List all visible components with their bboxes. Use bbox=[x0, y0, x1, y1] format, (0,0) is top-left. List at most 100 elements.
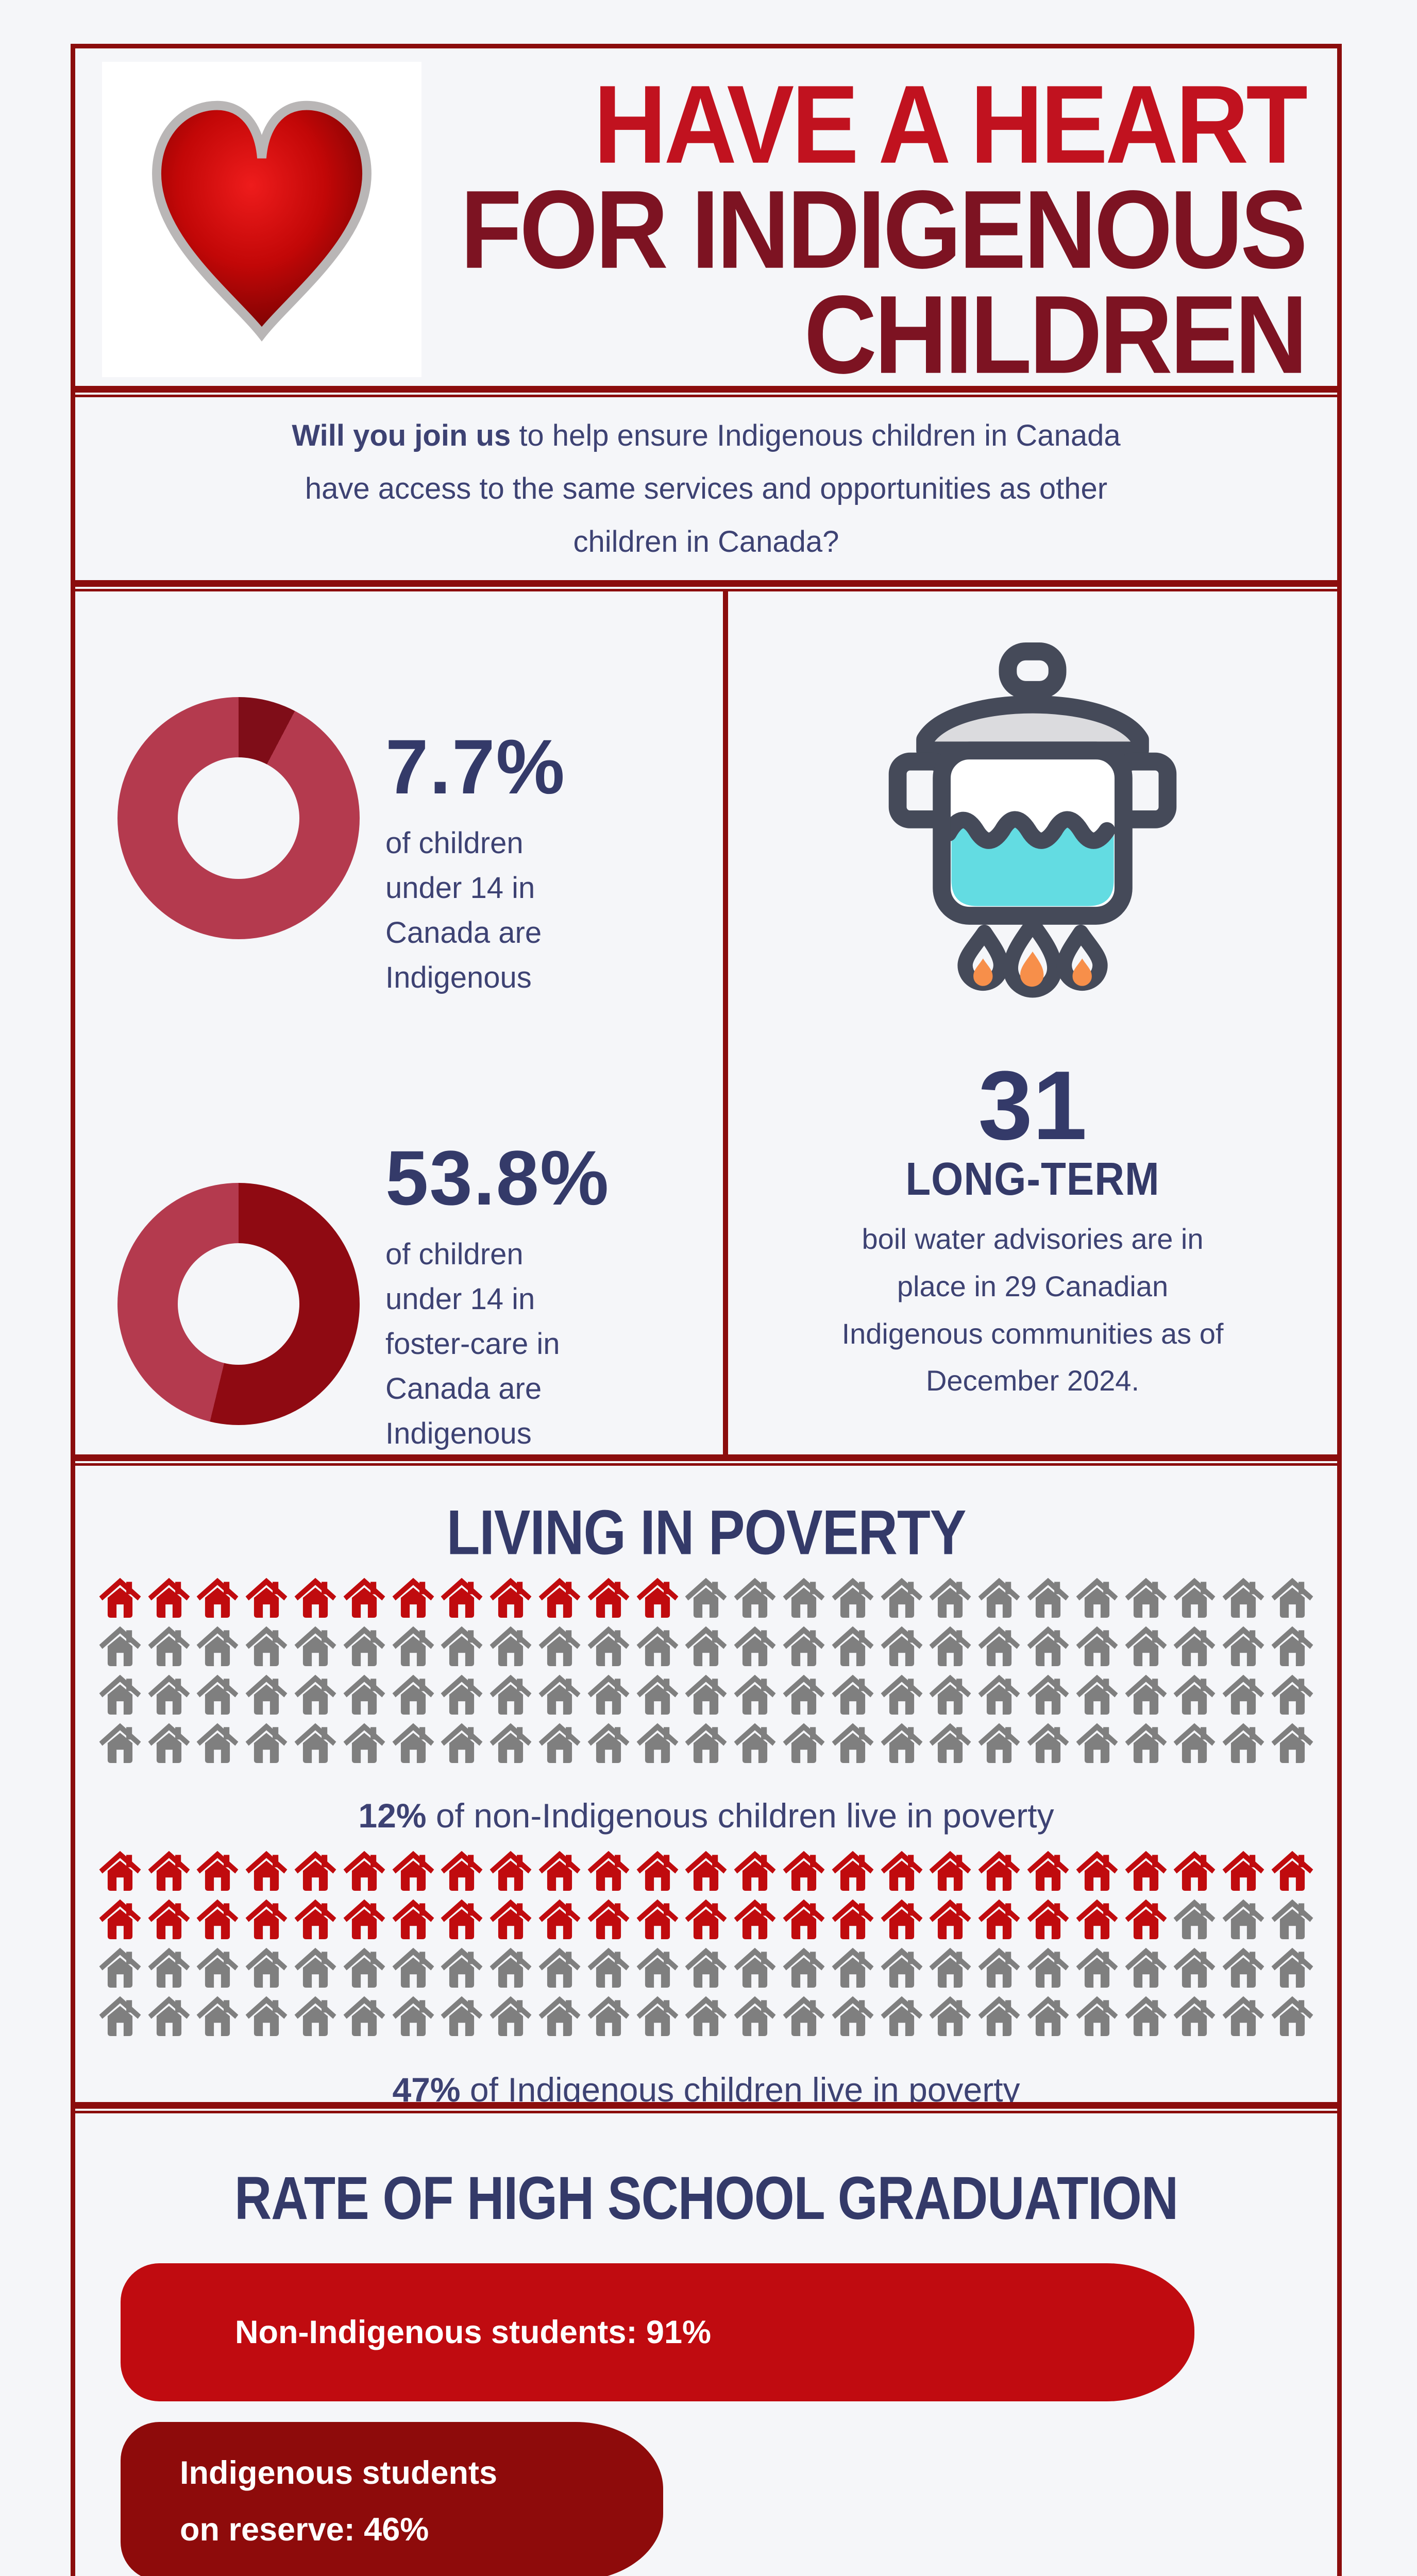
house-icon bbox=[245, 1674, 288, 1715]
house-icon bbox=[99, 1674, 141, 1715]
house-icon bbox=[99, 1626, 141, 1666]
house-icon bbox=[930, 1996, 971, 2036]
house-icon bbox=[441, 1626, 483, 1666]
house-icon bbox=[538, 1626, 581, 1666]
house-icon bbox=[538, 1899, 581, 1939]
house-icon bbox=[783, 1578, 825, 1618]
house-icon bbox=[538, 1947, 581, 1988]
house-icon bbox=[881, 1626, 923, 1666]
stat-label: of children under 14 in foster-care in C… bbox=[385, 1238, 560, 1450]
house-icon bbox=[343, 1626, 385, 1666]
house-icon bbox=[1174, 1578, 1216, 1618]
title-line-1: HAVE A HEART bbox=[593, 62, 1308, 187]
house-icon bbox=[197, 1723, 239, 1763]
house-icon bbox=[1125, 1947, 1167, 1988]
donut-1-text: 7.7% of children under 14 in Canada are … bbox=[385, 697, 607, 1000]
house-icon bbox=[832, 1626, 874, 1666]
house-icon bbox=[490, 1578, 532, 1618]
house-icon bbox=[1125, 1626, 1167, 1666]
house-icon bbox=[245, 1996, 288, 2036]
house-icon bbox=[1076, 1578, 1118, 1618]
heart-image-box bbox=[102, 62, 421, 377]
house-icon bbox=[1222, 1674, 1264, 1715]
house-icon bbox=[1271, 1899, 1313, 1939]
house-icon bbox=[392, 1851, 434, 1891]
house-icon bbox=[734, 1626, 776, 1666]
bar-label-line-1: Indigenous students bbox=[180, 2454, 498, 2491]
graduation-title: RATE OF HIGH SCHOOL GRADUATION bbox=[234, 2164, 1178, 2232]
house-icon bbox=[490, 1947, 532, 1988]
house-icon bbox=[1027, 1578, 1069, 1618]
house-icon bbox=[1174, 1723, 1216, 1763]
house-icon bbox=[197, 1996, 239, 2036]
house-icon bbox=[490, 1851, 532, 1891]
house-icon bbox=[1076, 1996, 1118, 2036]
house-icon bbox=[1174, 1947, 1216, 1988]
house-icon bbox=[99, 1899, 141, 1939]
boiling-pot-icon bbox=[728, 640, 1337, 1042]
house-icon bbox=[685, 1947, 727, 1988]
boil-advisories-text: boil water advisories are in place in 29… bbox=[841, 1223, 1224, 1397]
house-icon bbox=[978, 1899, 1020, 1939]
house-icon bbox=[930, 1626, 971, 1666]
section-divider bbox=[75, 386, 1337, 397]
poverty-caption-1: 12% of non-Indigenous children live in p… bbox=[75, 1796, 1337, 1835]
house-icon bbox=[1125, 1996, 1167, 2036]
house-icon bbox=[783, 1674, 825, 1715]
house-icon bbox=[148, 1899, 190, 1939]
house-icon bbox=[343, 1674, 385, 1715]
intro-section: Will you join us to help ensure Indigeno… bbox=[75, 397, 1337, 580]
poverty-title: LIVING IN POVERTY bbox=[446, 1497, 967, 1568]
house-icon bbox=[734, 1851, 776, 1891]
house-icon bbox=[881, 1723, 923, 1763]
house-icon bbox=[1222, 1996, 1264, 2036]
house-icon bbox=[392, 1947, 434, 1988]
house-icon bbox=[245, 1899, 288, 1939]
house-icon bbox=[881, 1947, 923, 1988]
poverty-section: LIVING IN POVERTY bbox=[75, 1466, 1337, 2109]
house-icon bbox=[343, 1578, 385, 1618]
house-icon bbox=[294, 1899, 336, 1939]
house-icon bbox=[343, 1996, 385, 2036]
house-icon bbox=[538, 1578, 581, 1618]
house-icon bbox=[783, 1947, 825, 1988]
house-icon bbox=[294, 1626, 336, 1666]
house-icon bbox=[1125, 1723, 1167, 1763]
house-icon bbox=[99, 1578, 141, 1618]
house-icon bbox=[441, 1899, 483, 1939]
house-icon bbox=[636, 1947, 679, 1988]
bar-label-line-2: on reserve: 46% bbox=[180, 2512, 429, 2548]
house-icon bbox=[1271, 1947, 1313, 1988]
house-icon bbox=[294, 1674, 336, 1715]
bar-non-indigenous-students: Non-Indigenous students: 91% bbox=[121, 2263, 1194, 2401]
house-icon bbox=[148, 1578, 190, 1618]
house-icon bbox=[978, 1723, 1020, 1763]
house-icon bbox=[343, 1851, 385, 1891]
house-icon bbox=[392, 1996, 434, 2036]
house-icon bbox=[1125, 1851, 1167, 1891]
house-icon bbox=[343, 1947, 385, 1988]
house-icon bbox=[636, 1899, 679, 1939]
house-icon bbox=[881, 1674, 923, 1715]
house-icon bbox=[685, 1899, 727, 1939]
house-icon bbox=[1027, 1851, 1069, 1891]
house-icon bbox=[1125, 1899, 1167, 1939]
house-icon bbox=[392, 1626, 434, 1666]
house-icon bbox=[1271, 1996, 1313, 2036]
poverty-caption-1-value: 12% bbox=[358, 1797, 427, 1835]
house-icon bbox=[636, 1674, 679, 1715]
stat-value: 53.8% bbox=[385, 1134, 610, 1221]
bar-label: Non-Indigenous students: 91% bbox=[235, 2314, 712, 2350]
house-icon bbox=[978, 1996, 1020, 2036]
house-icon bbox=[734, 1723, 776, 1763]
donut-chart-indigenous-children bbox=[117, 697, 360, 939]
house-icon bbox=[832, 1851, 874, 1891]
house-icon bbox=[1125, 1578, 1167, 1618]
house-icon bbox=[783, 1723, 825, 1763]
bar-indigenous-students-on-reserve: Indigenous students on reserve: 46% bbox=[121, 2422, 663, 2576]
stats-section: 7.7% of children under 14 in Canada are … bbox=[75, 591, 1337, 1454]
house-icon bbox=[587, 1899, 630, 1939]
house-icon bbox=[1271, 1723, 1313, 1763]
house-icon bbox=[245, 1851, 288, 1891]
house-icon bbox=[832, 1723, 874, 1763]
